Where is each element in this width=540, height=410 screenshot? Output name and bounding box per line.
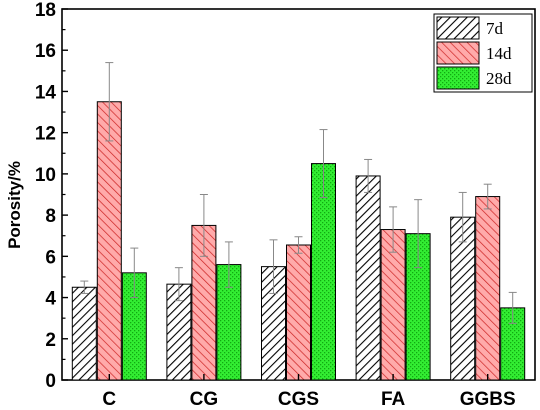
bar-14d-fa [380, 229, 406, 381]
x-tick-label-cg: CG [190, 389, 219, 410]
y-axis: 0 2 4 6 8 10 12 14 16 18 [35, 0, 68, 392]
legend-swatch-14d [436, 41, 480, 65]
x-tick-label-ggbs: GGBS [460, 389, 516, 410]
x-axis: C CG CGS FA GGBS [102, 374, 516, 410]
y-tick-label: 6 [45, 247, 56, 268]
y-tick-label: 18 [35, 0, 56, 21]
bar-14d-c [96, 101, 122, 381]
y-tick-label: 0 [45, 371, 56, 392]
x-tick-label-c: C [102, 389, 116, 410]
y-tick-label: 8 [45, 206, 56, 227]
y-tick-label: 10 [35, 165, 56, 186]
y-tick-label: 2 [45, 330, 56, 351]
legend-swatch-7d [436, 16, 480, 40]
y-tick-label: 14 [35, 82, 57, 103]
bar-7d-ggbs [450, 216, 476, 381]
legend-label-28d: 28d [486, 69, 512, 88]
bar-7d-c [71, 286, 97, 381]
error-bars-group [80, 62, 517, 324]
y-tick-label: 12 [35, 124, 56, 145]
y-axis-title: Porosity/% [5, 161, 24, 249]
bar-14d-ggbs [475, 196, 501, 381]
y-tick-label: 4 [45, 289, 56, 310]
bar-14d-cgs [286, 244, 311, 381]
legend-label-14d: 14d [486, 44, 512, 63]
legend-label-7d: 7d [486, 19, 504, 38]
bar-28d-cgs [311, 163, 336, 381]
legend-swatch-28d [436, 66, 480, 90]
x-tick-label-cgs: CGS [278, 389, 319, 410]
legend: 7d 14d 28d [433, 13, 533, 93]
x-tick-label-fa: FA [381, 389, 406, 410]
y-tick-label: 16 [35, 41, 56, 62]
bar-7d-fa [355, 175, 381, 381]
